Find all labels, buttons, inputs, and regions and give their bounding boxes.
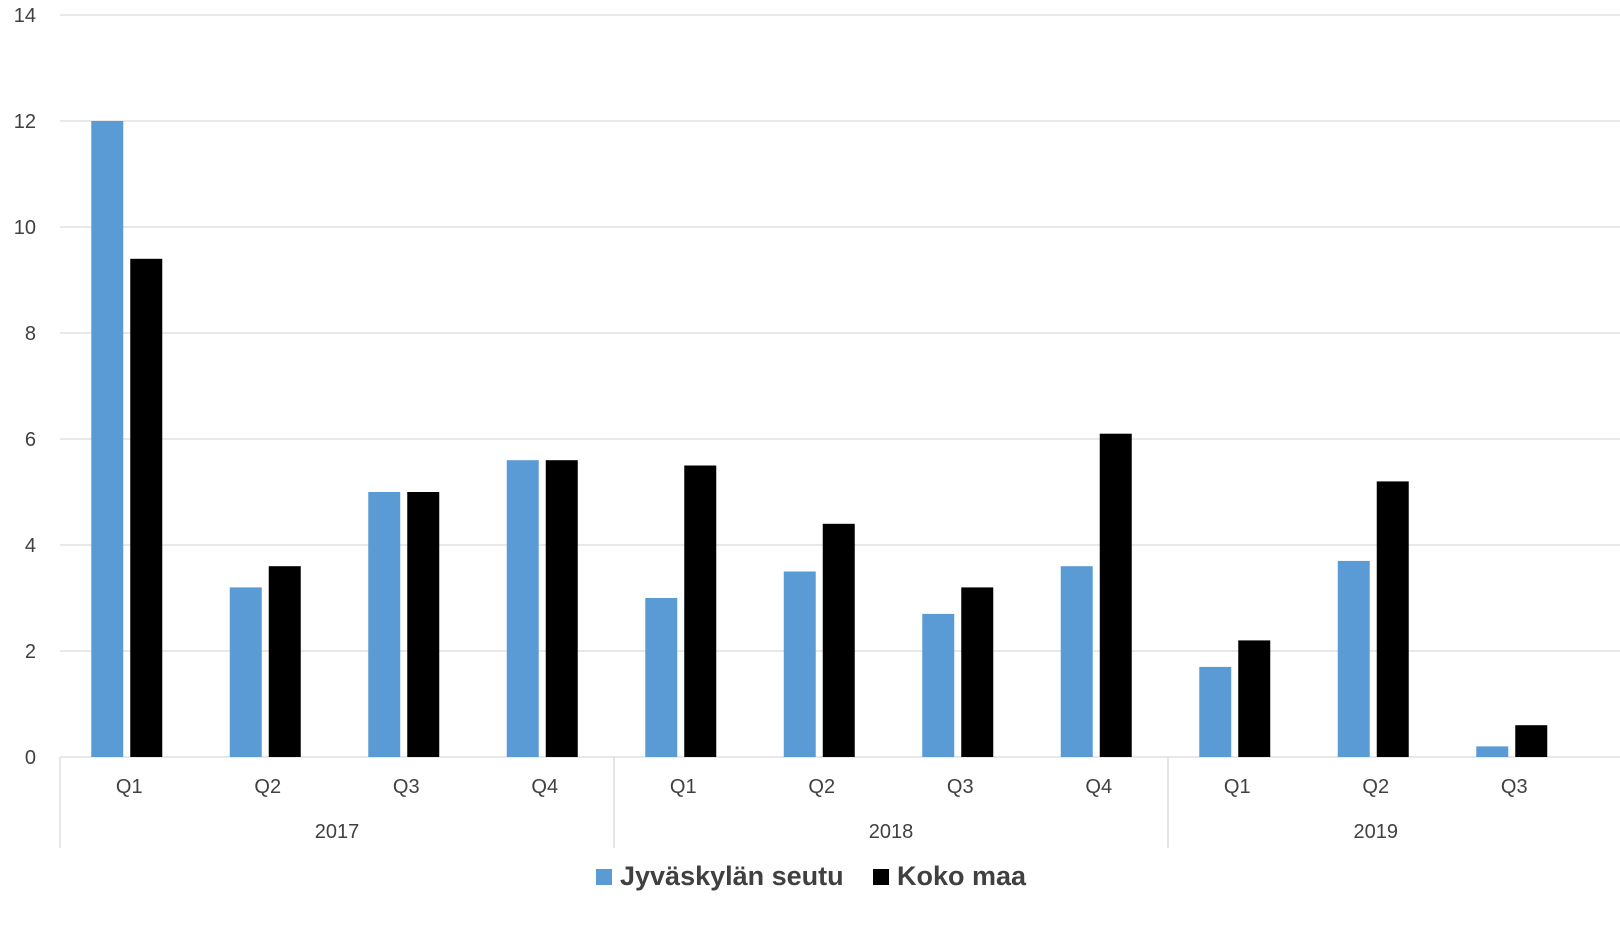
y-tick-label: 6 <box>25 429 36 451</box>
bar-series-1-cat-9 <box>1376 481 1409 757</box>
bar-series-1-cat-2 <box>407 492 440 757</box>
x-group-label: 2019 <box>1354 821 1399 843</box>
y-tick-label: 2 <box>25 641 36 663</box>
x-category-label: Q2 <box>1362 776 1389 798</box>
y-tick-label: 8 <box>25 323 36 345</box>
bar-series-0-cat-1 <box>229 587 262 757</box>
x-category-label: Q3 <box>947 776 974 798</box>
x-group-label: 2017 <box>315 821 360 843</box>
legend: Jyväskylän seutu Koko maa <box>596 861 1027 891</box>
bar-series-0-cat-7 <box>1060 566 1093 757</box>
bar-series-0-cat-6 <box>922 613 955 757</box>
x-axis: Q1 Q2 Q3 Q4 Q1 Q2 Q3 Q4 Q1 Q2 Q3 2017 2018 2019 <box>59 757 1528 848</box>
bar-series-1-cat-4 <box>684 465 717 757</box>
bars <box>91 121 1548 757</box>
bar-series-1-cat-3 <box>545 460 578 757</box>
bar-series-1-cat-7 <box>1099 433 1132 757</box>
x-category-label: Q4 <box>531 776 558 798</box>
bar-series-1-cat-8 <box>1238 640 1271 757</box>
bar-series-0-cat-3 <box>506 460 539 757</box>
bar-series-1-cat-6 <box>961 587 994 757</box>
x-category-label: Q4 <box>1085 776 1112 798</box>
y-tick-label: 4 <box>25 535 36 557</box>
x-category-label: Q1 <box>1224 776 1251 798</box>
bar-series-0-cat-4 <box>645 598 678 757</box>
bar-series-0-cat-8 <box>1199 666 1232 757</box>
legend-swatch-1 <box>873 869 889 885</box>
bar-series-0-cat-0 <box>91 121 124 757</box>
y-tick-label: 10 <box>14 217 36 239</box>
y-axis-ticks: 0 2 4 6 8 10 12 14 <box>14 5 36 769</box>
x-category-label: Q1 <box>670 776 697 798</box>
bar-series-0-cat-9 <box>1337 560 1370 757</box>
x-category-label: Q3 <box>1501 776 1528 798</box>
bar-series-1-cat-10 <box>1515 725 1548 757</box>
bar-series-0-cat-5 <box>783 571 816 757</box>
x-group-label: 2018 <box>869 821 914 843</box>
y-tick-label: 12 <box>14 111 36 133</box>
bar-series-1-cat-1 <box>268 566 301 757</box>
bar-series-1-cat-0 <box>130 258 163 757</box>
legend-label-1: Koko maa <box>897 861 1027 891</box>
bar-series-0-cat-2 <box>368 492 401 757</box>
legend-swatch-0 <box>596 869 612 885</box>
x-category-label: Q3 <box>393 776 420 798</box>
bar-series-1-cat-5 <box>822 523 855 757</box>
x-category-label: Q2 <box>254 776 281 798</box>
x-category-label: Q1 <box>116 776 143 798</box>
legend-label-0: Jyväskylän seutu <box>620 861 844 891</box>
y-tick-label: 14 <box>14 5 36 27</box>
y-tick-label: 0 <box>25 747 36 769</box>
x-category-label: Q2 <box>808 776 835 798</box>
bar-series-0-cat-10 <box>1476 746 1509 757</box>
